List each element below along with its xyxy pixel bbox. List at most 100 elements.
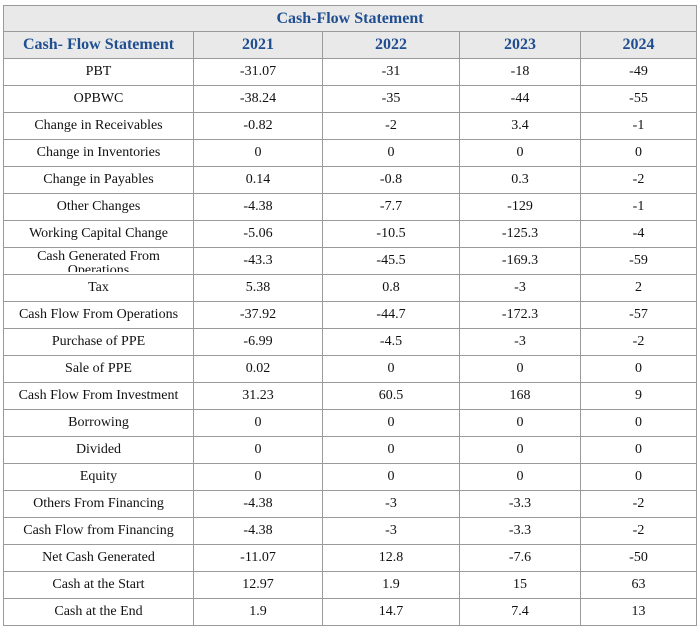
value-cell: -3.3 [459,490,581,518]
value-cell: 0 [322,139,460,167]
value-cell: -169.3 [459,247,581,275]
value-cell: -1 [580,112,697,140]
row-label: Cash Flow from Financing [23,524,174,538]
row-label: PBT [85,65,112,79]
row-label: Cash at the End [54,605,143,619]
row-label: Divided [75,443,122,457]
value-cell: -3 [322,517,460,545]
header-label-column: Cash- Flow Statement [3,31,194,59]
value-cell: 0 [459,436,581,464]
value-cell: 0 [459,463,581,491]
row-label: Other Changes [56,200,141,214]
row-label-cell: Cash Flow From Investment [3,382,194,410]
row-label: Others From Financing [33,497,164,511]
table-row: Cash Flow from Financing -4.38 -3 -3.3 -2 [3,517,697,545]
value-cell: -4 [580,220,697,248]
header-year-2024: 2024 [580,31,697,59]
row-label-cell: Cash Flow from Financing [3,517,194,545]
table-row: Net Cash Generated -11.07 12.8 -7.6 -50 [3,544,697,572]
value-cell: -7.7 [322,193,460,221]
value-cell: 168 [459,382,581,410]
value-cell: 0 [580,436,697,464]
value-cell: -2 [580,328,697,356]
cash-flow-statement-panel: Cash-Flow Statement Cash- Flow Statement… [3,5,697,626]
row-label-cell: Change in Payables [3,166,194,194]
value-cell: -11.07 [193,544,323,572]
table-row: Other Changes -4.38 -7.7 -129 -1 [3,193,697,221]
row-label: Working Capital Change [29,227,168,241]
value-cell: -2 [580,490,697,518]
value-cell: -50 [580,544,697,572]
value-cell: 14.7 [322,598,460,626]
value-cell: 0 [580,409,697,437]
table-row: OPBWC -38.24 -35 -44 -55 [3,85,697,113]
value-cell: -3 [459,328,581,356]
value-cell: 0 [322,355,460,383]
value-cell: -57 [580,301,697,329]
value-cell: -37.92 [193,301,323,329]
value-cell: -172.3 [459,301,581,329]
row-label-cell: Other Changes [3,193,194,221]
row-label: Cash Generated From Operations [37,250,160,272]
value-cell: -5.06 [193,220,323,248]
value-cell: 0 [322,463,460,491]
value-cell: -3 [322,490,460,518]
table-row: Tax 5.38 0.8 -3 2 [3,274,697,302]
table-row: Cash Generated From Operations -43.3 -45.5… [3,247,697,275]
value-cell: -35 [322,85,460,113]
value-cell: 0.3 [459,166,581,194]
row-label-cell: Tax [3,274,194,302]
value-cell: 13 [580,598,697,626]
value-cell: -43.3 [193,247,323,275]
row-label-cell: Borrowing [3,409,194,437]
value-cell: -125.3 [459,220,581,248]
table-row: Cash Flow From Investment 31.23 60.5 168 9 [3,382,697,410]
value-cell: 2 [580,274,697,302]
header-year-2022: 2022 [322,31,460,59]
header-year-2023: 2023 [459,31,581,59]
value-cell: -1 [580,193,697,221]
value-cell: 0 [322,436,460,464]
row-label-cell: Cash Flow From Operations [3,301,194,329]
value-cell: 1.9 [322,571,460,599]
row-label: Net Cash Generated [42,551,155,565]
value-cell: 0 [322,409,460,437]
cash-flow-table: Cash-Flow Statement Cash- Flow Statement… [3,5,697,626]
row-label: Cash Flow From Investment [18,389,179,403]
value-cell: 9 [580,382,697,410]
value-cell: -4.38 [193,490,323,518]
value-cell: -0.8 [322,166,460,194]
value-cell: 0 [193,409,323,437]
table-row: Change in Inventories 0 0 0 0 [3,139,697,167]
table-row: Working Capital Change -5.06 -10.5 -125.3 -4 [3,220,697,248]
value-cell: -44 [459,85,581,113]
row-label-cell: Net Cash Generated [3,544,194,572]
row-label: Equity [79,470,118,484]
value-cell: -18 [459,58,581,86]
value-cell: 15 [459,571,581,599]
value-cell: 0 [193,463,323,491]
row-label: Change in Inventories [36,146,161,160]
table-row: Divided 0 0 0 0 [3,436,697,464]
table-row: Borrowing 0 0 0 0 [3,409,697,437]
row-label: Purchase of PPE [51,335,146,349]
value-cell: 0 [459,139,581,167]
value-cell: 60.5 [322,382,460,410]
table-row: Cash at the Start 12.97 1.9 15 63 [3,571,697,599]
value-cell: -59 [580,247,697,275]
table-row: Cash at the End 1.9 14.7 7.4 13 [3,598,697,626]
row-label-cell: OPBWC [3,85,194,113]
value-cell: -49 [580,58,697,86]
row-label-cell: Divided [3,436,194,464]
table-row: Change in Receivables -0.82 -2 3.4 -1 [3,112,697,140]
value-cell: 0 [580,139,697,167]
value-cell: 5.38 [193,274,323,302]
value-cell: -2 [580,517,697,545]
row-label-cell: Working Capital Change [3,220,194,248]
row-label-cell: Change in Inventories [3,139,194,167]
value-cell: 31.23 [193,382,323,410]
value-cell: 12.8 [322,544,460,572]
value-cell: 0 [193,139,323,167]
row-label: Cash at the Start [52,578,145,592]
value-cell: -2 [322,112,460,140]
